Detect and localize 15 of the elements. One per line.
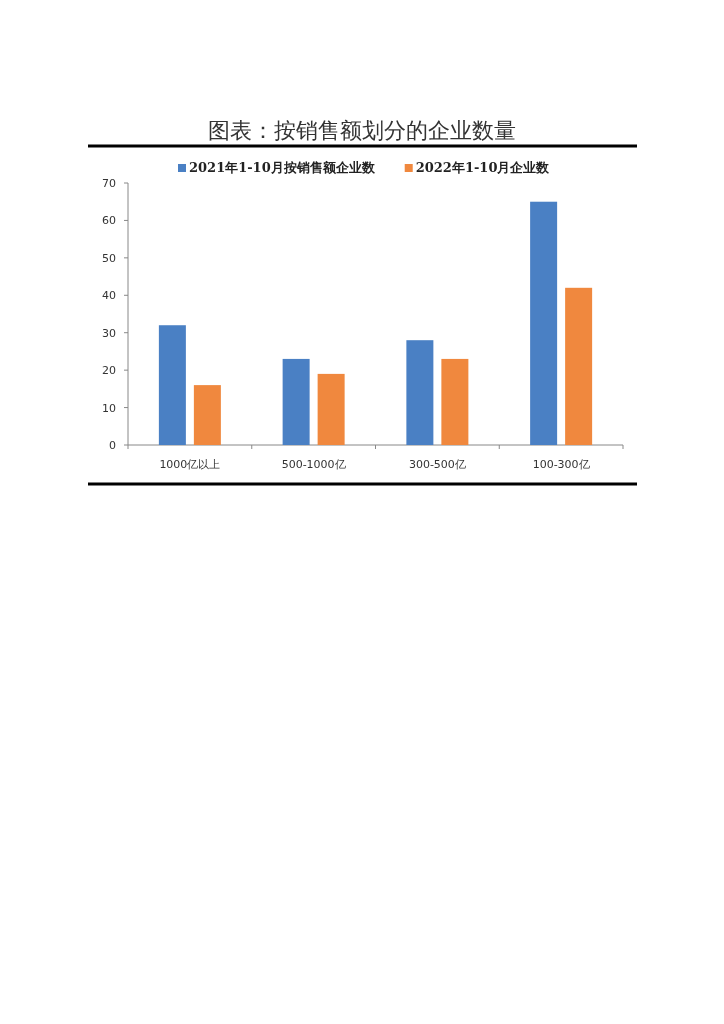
legend-label: 2021年1-10月按销售额企业数 [189,160,376,175]
title: 图表：按销售额划分的企业数量 [208,118,516,143]
y-tick-label: 30 [102,326,116,340]
y-tick-label: 50 [102,251,116,265]
y-tick-label: 0 [109,439,116,452]
x-tick-label: 1000亿以上 [159,458,221,471]
y-tick-label: 60 [102,214,116,228]
y-tick-label: 70 [102,177,116,190]
legend-label: 2022年1-10月企业数 [415,160,551,175]
y-tick-label: 20 [102,364,116,378]
x-tick-label: 100-300亿 [532,458,590,471]
y-tick-label: 10 [102,401,116,415]
y-tick-label: 40 [102,289,116,303]
x-tick-label: 300-500亿 [408,458,466,471]
x-tick-label: 500-1000亿 [281,458,346,471]
